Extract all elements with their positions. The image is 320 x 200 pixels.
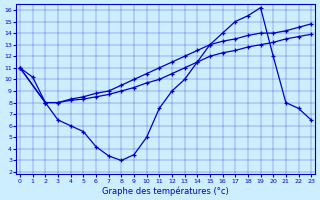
X-axis label: Graphe des températures (°c): Graphe des températures (°c) <box>102 186 229 196</box>
